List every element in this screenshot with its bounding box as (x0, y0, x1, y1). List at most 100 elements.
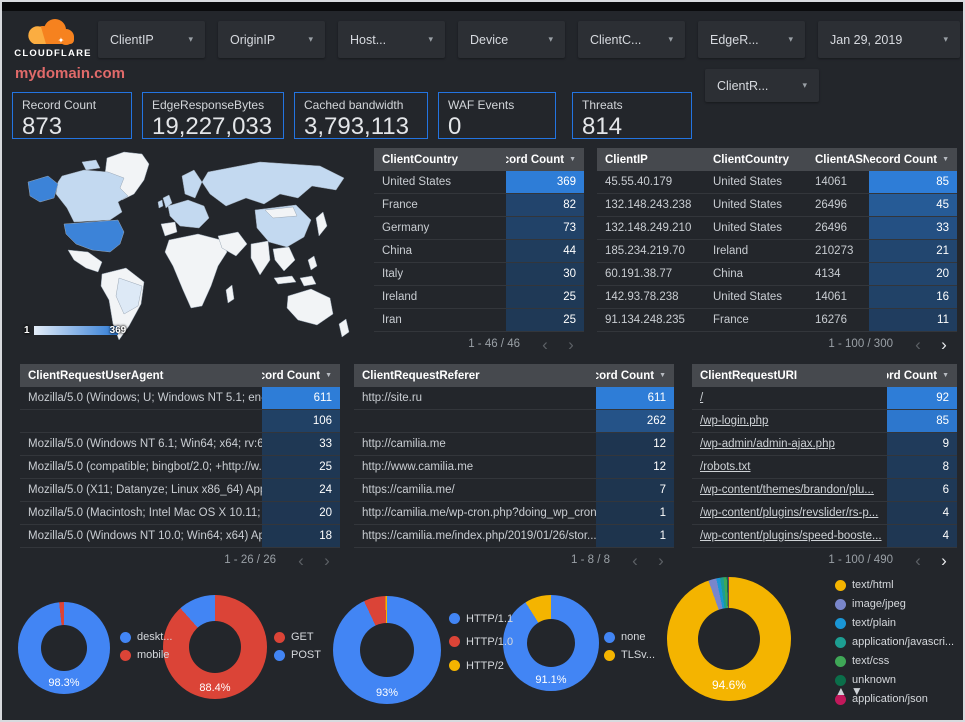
table-row[interactable]: 60.191.38.77 China 4134 20 (597, 263, 957, 286)
table-row[interactable]: 262 (354, 410, 674, 433)
legend-item[interactable]: HTTP/1.1 (449, 612, 513, 626)
table-row[interactable]: /wp-content/themes/brandon/plu... 6 (692, 479, 957, 502)
donut-ring[interactable] (667, 577, 791, 701)
legend-scroll-down-icon[interactable]: ▼ (850, 684, 863, 698)
table-row[interactable]: United States 369 (374, 171, 584, 194)
column-header[interactable]: ClientCountry (382, 153, 459, 166)
table-row[interactable]: Mozilla/5.0 (Windows NT 10.0; Win64; x64… (20, 525, 340, 548)
uri-link[interactable]: /robots.txt (700, 461, 751, 473)
uri-link[interactable]: /wp-content/plugins/speed-booste... (700, 530, 882, 542)
table-row[interactable]: http://camilia.me/wp-cron.php?doing_wp_c… (354, 502, 674, 525)
table-row[interactable]: /wp-login.php 85 (692, 410, 957, 433)
uri-link[interactable]: /wp-content/themes/brandon/plu... (700, 484, 874, 496)
date-range-picker[interactable]: Jan 29, 2019 ▾ (818, 21, 960, 58)
uri-link[interactable]: /wp-admin/admin-ajax.php (700, 438, 835, 450)
legend-dot (835, 637, 846, 648)
legend-item[interactable]: unknown (835, 674, 954, 686)
column-header[interactable]: ClientIP (605, 153, 648, 166)
legend-item[interactable]: text/plain (835, 617, 954, 629)
pagination-next-button[interactable]: › (568, 334, 574, 354)
table-row[interactable]: Germany 73 (374, 217, 584, 240)
legend-item[interactable]: GET (274, 631, 321, 643)
table-row[interactable]: / 92 (692, 387, 957, 410)
table-row[interactable]: 45.55.40.179 United States 14061 85 (597, 171, 957, 194)
table-row[interactable]: /wp-content/plugins/revslider/rs-p... 4 (692, 502, 957, 525)
legend-item[interactable]: POST (274, 649, 321, 661)
table-row[interactable]: 132.148.243.238 United States 26496 45 (597, 194, 957, 217)
pagination-next-button[interactable]: › (658, 550, 664, 570)
pagination-prev-button[interactable]: ‹ (298, 550, 304, 570)
table-row[interactable]: 185.234.219.70 Ireland 210273 21 (597, 240, 957, 263)
filter-chip-clientip[interactable]: ClientIP ▾ (98, 21, 205, 58)
legend-item[interactable]: mobile (120, 649, 172, 661)
filter-chip-originip[interactable]: OriginIP ▾ (218, 21, 325, 58)
column-header[interactable]: Record Count▼ (596, 369, 666, 382)
table-row[interactable]: 132.148.249.210 United States 26496 33 (597, 217, 957, 240)
column-header[interactable]: ClientRequestURI (700, 369, 798, 382)
legend-item[interactable]: image/jpeg (835, 598, 954, 610)
column-header[interactable]: Record Count▼ (262, 369, 332, 382)
record-count-cell: 33 (869, 217, 957, 239)
filter-chip-device[interactable]: Device ▾ (458, 21, 565, 58)
column-header[interactable]: Record Count▼ (869, 153, 949, 166)
legend-dot (835, 656, 846, 667)
table-row[interactable]: Italy 30 (374, 263, 584, 286)
table-row[interactable]: Mozilla/5.0 (Windows NT 6.1; Win64; x64;… (20, 433, 340, 456)
table-row[interactable]: https://camilia.me/index.php/2019/01/26/… (354, 525, 674, 548)
table-row[interactable]: https://camilia.me/7 (354, 479, 674, 502)
column-header[interactable]: ClientCountry (713, 153, 790, 166)
uri-link[interactable]: /wp-content/plugins/revslider/rs-p... (700, 507, 879, 519)
table-row[interactable]: Mozilla/5.0 (Macintosh; Intel Mac OS X 1… (20, 502, 340, 525)
uri-link[interactable]: /wp-login.php (700, 415, 769, 427)
legend-item[interactable]: HTTP/2 (449, 659, 513, 673)
legend-item[interactable]: TLSv... (604, 649, 655, 661)
column-header[interactable]: Record Count▼ (887, 369, 949, 382)
legend-item[interactable]: deskt... (120, 631, 172, 643)
table-row[interactable]: Mozilla/5.0 (compatible; bingbot/2.0; +h… (20, 456, 340, 479)
column-header[interactable]: Record Count▼ (506, 153, 576, 166)
legend-item[interactable]: application/json (835, 693, 954, 705)
table-row[interactable]: Mozilla/5.0 (Windows; U; Windows NT 5.1;… (20, 387, 340, 410)
pagination-prev-button[interactable]: ‹ (915, 550, 921, 570)
table-row[interactable]: 106 (20, 410, 340, 433)
donut-ring[interactable] (163, 595, 267, 699)
table-row[interactable]: 91.134.248.235 France 16276 11 (597, 309, 957, 332)
column-header[interactable]: ClientRequestUserAgent (28, 369, 164, 382)
legend-item[interactable]: text/css (835, 655, 954, 667)
legend-item[interactable]: application/javascri... (835, 636, 954, 648)
legend-label: TLSv... (621, 649, 656, 661)
table-cell: 91.134.248.235 (605, 314, 685, 326)
table-row[interactable]: /robots.txt 8 (692, 456, 957, 479)
table-row[interactable]: 142.93.78.238 United States 14061 16 (597, 286, 957, 309)
table-row[interactable]: /wp-content/plugins/speed-booste... 4 (692, 525, 957, 548)
table-row[interactable]: Mozilla/5.0 (X11; Datanyze; Linux x86_64… (20, 479, 340, 502)
column-header[interactable]: ClientASN (815, 153, 869, 166)
pagination-next-button[interactable]: › (941, 334, 947, 354)
table-row[interactable]: Ireland 25 (374, 286, 584, 309)
legend-item[interactable]: text/html (835, 579, 954, 591)
filter-chip-edgeresponse[interactable]: EdgeR... ▾ (698, 21, 805, 58)
table-row[interactable]: http://www.camilia.me 12 (354, 456, 674, 479)
filter-chip-clientrequest[interactable]: ClientR... ▾ (705, 69, 819, 102)
table-row[interactable]: Iran 25 (374, 309, 584, 332)
pagination-prev-button[interactable]: ‹ (632, 550, 638, 570)
donut-ring[interactable] (503, 595, 599, 691)
table-row[interactable]: http://camilia.me 12 (354, 433, 674, 456)
filter-chip-host[interactable]: Host... ▾ (338, 21, 445, 58)
pagination-prev-button[interactable]: ‹ (542, 334, 548, 354)
pagination-next-button[interactable]: › (324, 550, 330, 570)
column-header[interactable]: ClientRequestReferer (362, 369, 480, 382)
pagination-prev-button[interactable]: ‹ (915, 334, 921, 354)
pagination-next-button[interactable]: › (941, 550, 947, 570)
donut-ring[interactable] (18, 602, 110, 694)
table-row[interactable]: http://site.ru 611 (354, 387, 674, 410)
legend-item[interactable]: none (604, 631, 655, 643)
table-row[interactable]: China 44 (374, 240, 584, 263)
donut-ring[interactable] (333, 596, 441, 704)
table-row[interactable]: /wp-admin/admin-ajax.php 9 (692, 433, 957, 456)
legend-scroll-up-icon[interactable]: ▲ (835, 684, 847, 698)
legend-item[interactable]: HTTP/1.0 (449, 635, 513, 649)
uri-link[interactable]: / (700, 392, 704, 404)
table-row[interactable]: France 82 (374, 194, 584, 217)
filter-chip-clientcountry[interactable]: ClientC... ▾ (578, 21, 685, 58)
